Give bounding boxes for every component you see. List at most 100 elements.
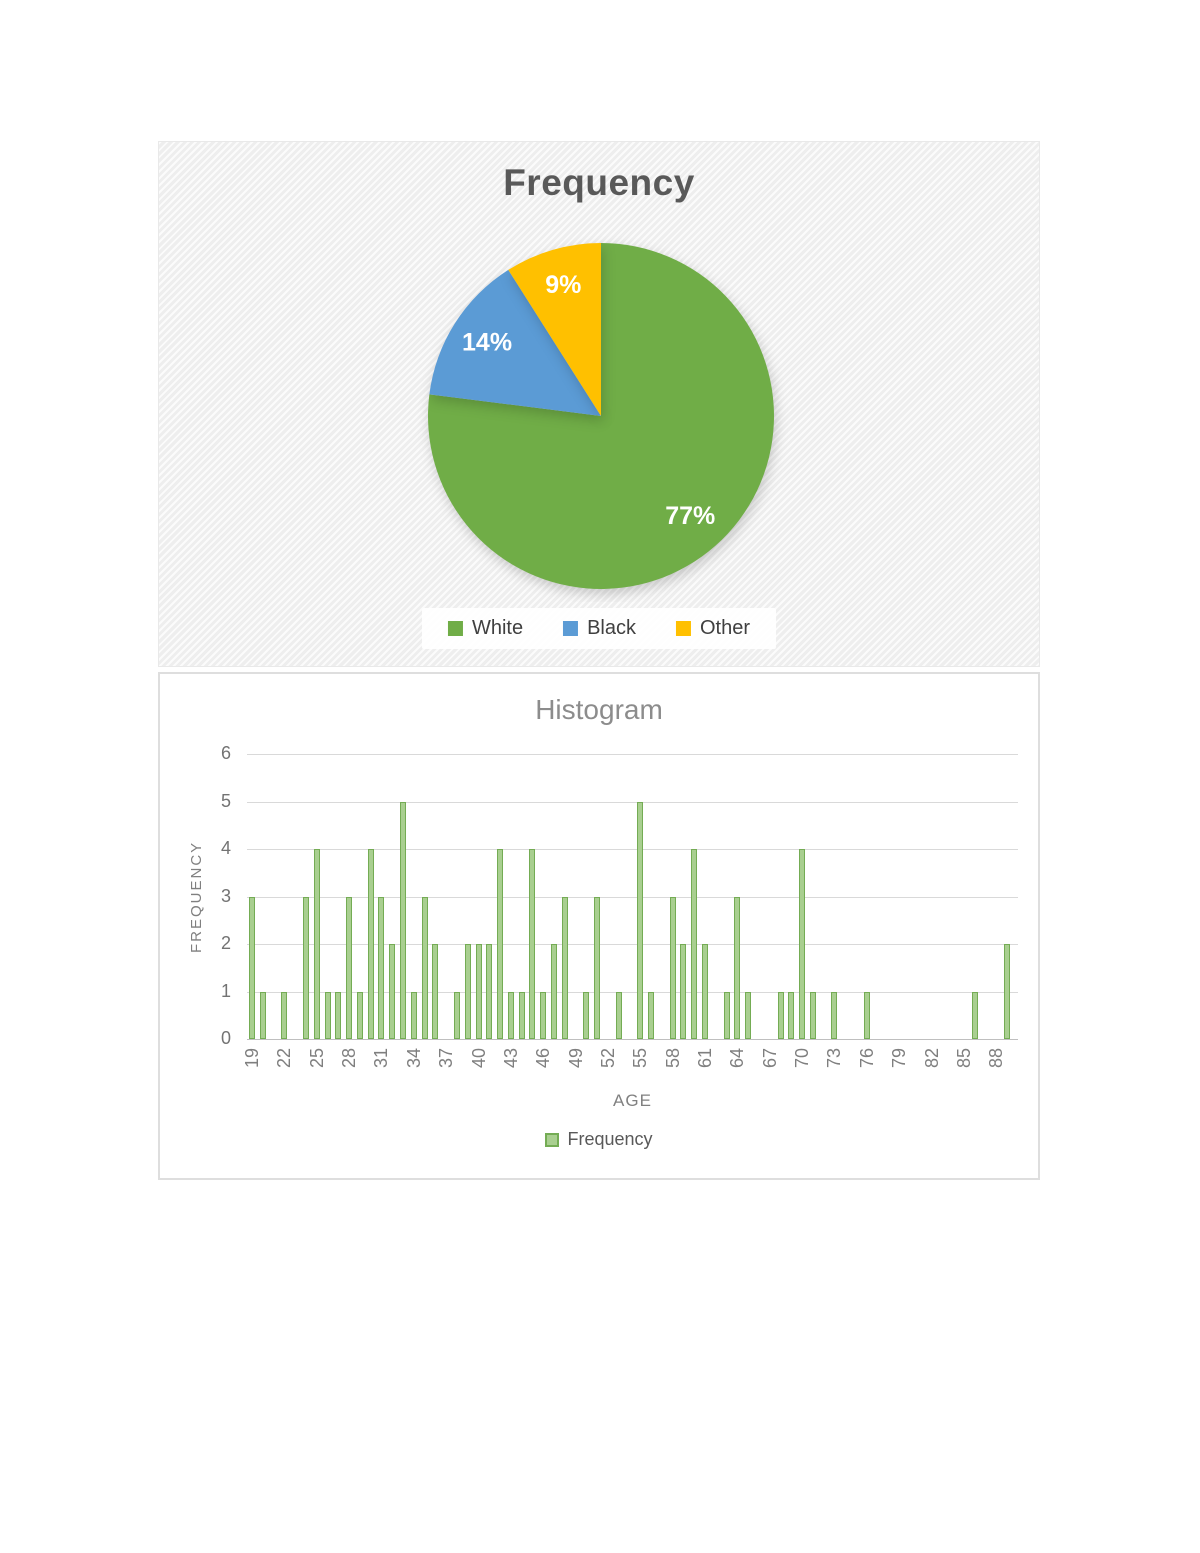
legend-item-white: White (447, 617, 524, 640)
bar-age-76 (863, 991, 870, 1039)
bar-age-28 (346, 896, 353, 1039)
gridline-y2 (247, 944, 1018, 945)
bar-age-20 (259, 991, 266, 1039)
y-tick-2: 2 (220, 933, 231, 953)
x-tick-31: 31 (371, 1048, 392, 1069)
bar-age-44 (518, 991, 525, 1039)
x-tick-82: 82 (921, 1048, 942, 1069)
bar-age-70 (799, 849, 806, 1039)
x-tick-22: 22 (274, 1048, 295, 1069)
x-tick-70: 70 (792, 1048, 813, 1069)
legend-item-other: Other (676, 617, 750, 640)
bar-age-71 (809, 991, 816, 1039)
x-tick-34: 34 (403, 1048, 424, 1069)
bar-age-50 (583, 991, 590, 1039)
bar-age-19 (249, 896, 255, 1039)
x-tick-58: 58 (662, 1048, 683, 1069)
gridline-y0 (247, 1039, 1018, 1040)
other-legend-swatch (676, 621, 691, 636)
bar-age-22 (281, 991, 288, 1039)
bar-age-25 (313, 849, 320, 1039)
pie-data-label-other: 9% (545, 271, 581, 299)
bar-age-29 (356, 991, 363, 1039)
pie-legend: White Black Other (421, 608, 777, 649)
bar-age-56 (648, 991, 655, 1039)
white-legend-swatch (447, 621, 463, 636)
bar-age-60 (691, 849, 698, 1039)
gridline-y4 (247, 849, 1018, 850)
bar-age-36 (432, 944, 439, 1039)
bar-age-34 (410, 991, 417, 1039)
pie-slice-black (429, 269, 601, 416)
bar-age-33 (400, 801, 406, 1039)
bar-age-26 (324, 991, 331, 1039)
bar-age-45 (529, 849, 536, 1039)
bar-age-40 (475, 944, 482, 1039)
bar-age-51 (594, 896, 601, 1039)
bar-age-39 (464, 944, 471, 1039)
bar-age-73 (831, 991, 838, 1039)
gridline-y5 (247, 801, 1018, 803)
x-tick-76: 76 (856, 1048, 877, 1069)
x-tick-46: 46 (533, 1048, 554, 1069)
x-tick-19: 19 (242, 1048, 262, 1069)
bar-age-38 (453, 991, 460, 1039)
y-tick-0: 0 (220, 1028, 231, 1048)
x-tick-67: 67 (759, 1048, 780, 1069)
x-tick-49: 49 (565, 1048, 586, 1069)
bar-age-43 (507, 991, 514, 1039)
bar-age-63 (723, 991, 730, 1039)
legend-item-black: Black (563, 617, 636, 640)
pie-chart: 77% 14% 9% (428, 243, 774, 589)
x-tick-40: 40 (468, 1048, 489, 1069)
bar-age-86 (971, 991, 978, 1039)
x-tick-61: 61 (695, 1048, 715, 1069)
x-tick-52: 52 (597, 1048, 618, 1069)
bar-age-41 (486, 944, 493, 1039)
bar-age-65 (745, 991, 752, 1039)
bar-age-46 (540, 991, 547, 1039)
legend-label-other: Other (700, 617, 751, 639)
frequency-legend-swatch (545, 1132, 560, 1147)
bar-age-53 (615, 991, 622, 1039)
bar-age-47 (551, 944, 557, 1039)
pie-chart-title: Frequency (503, 162, 695, 203)
bar-age-32 (389, 944, 396, 1039)
x-tick-55: 55 (630, 1048, 651, 1069)
x-tick-79: 79 (889, 1048, 910, 1069)
black-legend-swatch (563, 621, 579, 636)
legend-label-white: White (471, 617, 524, 639)
pie-data-label-white: 77% (665, 502, 715, 530)
histogram-legend-label: Frequency (567, 1129, 653, 1149)
bar-age-58 (669, 896, 676, 1039)
bar-age-24 (302, 896, 309, 1039)
x-tick-88: 88 (986, 1048, 1007, 1069)
x-tick-64: 64 (727, 1048, 748, 1069)
y-tick-6: 6 (220, 743, 231, 763)
histogram-legend: Frequency (160, 1129, 1038, 1150)
x-tick-28: 28 (339, 1048, 360, 1069)
pie-slice-other (508, 243, 601, 416)
plot-area (247, 754, 1018, 1040)
y-tick-3: 3 (220, 885, 231, 906)
y-tick-1: 1 (220, 980, 231, 1001)
bar-age-42 (497, 849, 504, 1039)
bar-age-30 (367, 849, 374, 1039)
gridline-y1 (247, 991, 1018, 993)
x-tick-25: 25 (306, 1048, 327, 1069)
bar-age-27 (335, 991, 342, 1039)
gridline-y6 (247, 754, 1018, 755)
pie-chart-panel: Frequency 77% 14% 9% White Black Other (158, 141, 1040, 667)
x-tick-85: 85 (953, 1048, 974, 1069)
y-tick-5: 5 (220, 790, 231, 811)
bar-age-55 (637, 801, 644, 1039)
bar-age-48 (561, 896, 568, 1039)
bar-age-59 (680, 944, 687, 1039)
bar-age-31 (378, 896, 385, 1039)
x-tick-43: 43 (500, 1048, 521, 1069)
bar-age-69 (788, 991, 795, 1039)
bar-age-61 (702, 944, 708, 1039)
bar-age-35 (421, 896, 428, 1039)
